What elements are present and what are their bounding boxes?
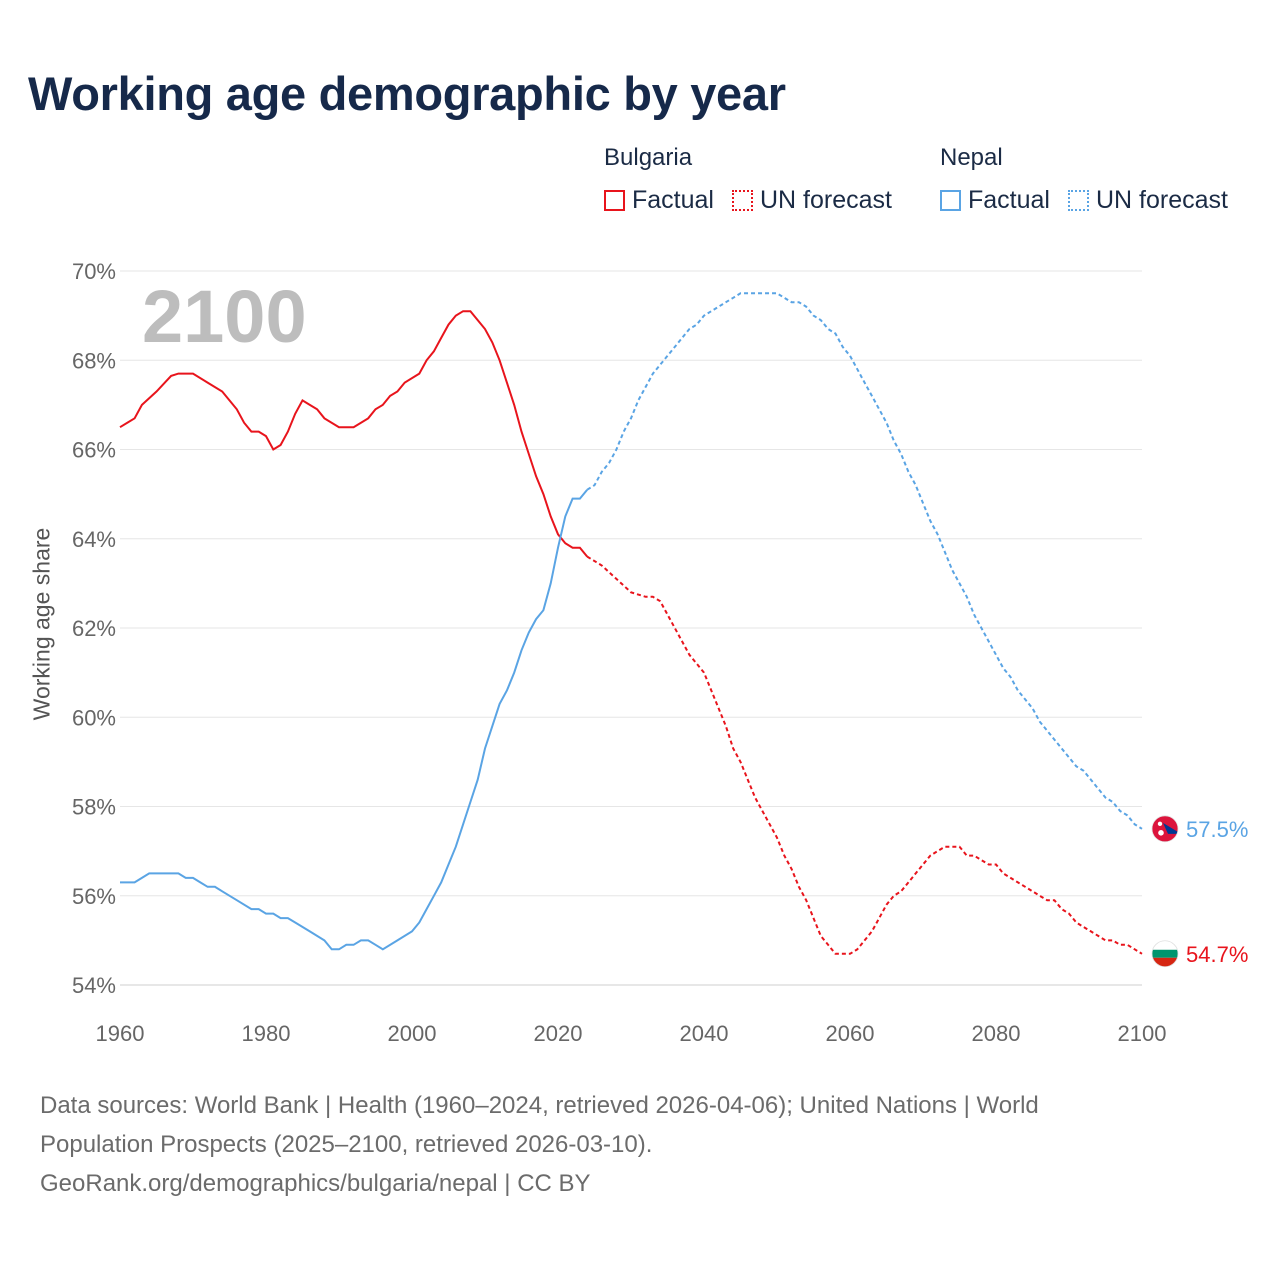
series-line-bulgaria-forecast — [586, 555, 1143, 955]
legend-swatch-dotted — [731, 190, 753, 211]
legend-item-label: Factual — [968, 186, 1050, 214]
footer-line: Data sources: World Bank | Health (1960–… — [40, 1092, 1039, 1119]
x-axis-ticks: 1960 1980 2000 2020 2040 2060 2080 2100 — [96, 1021, 1167, 1046]
flag-body — [1152, 815, 1178, 842]
y-tick-label: 54% — [72, 973, 116, 998]
footer-line: Population Prospects (2025–2100, retriev… — [40, 1131, 653, 1158]
x-tick-label: 2000 — [388, 1021, 437, 1046]
y-tick-label: 68% — [72, 348, 116, 373]
bulgaria-flag-icon — [1151, 940, 1179, 968]
series-line-nepal-factual — [120, 489, 588, 951]
flag-stripe — [1152, 940, 1178, 950]
legend-item-bulgaria-factual[interactable]: Factual — [604, 186, 714, 215]
year-watermark: 2100 — [142, 275, 307, 358]
y-tick-label: 60% — [72, 705, 116, 730]
series-lines — [119, 292, 1143, 955]
end-markers: 54.7% 57.5% — [1151, 815, 1248, 968]
x-tick-label: 2080 — [972, 1021, 1021, 1046]
end-value-label-bulgaria: 54.7% — [1186, 942, 1248, 967]
legend-item-bulgaria-forecast[interactable]: UN forecast — [731, 186, 892, 215]
flag-sun — [1158, 830, 1164, 836]
x-tick-label: 2060 — [826, 1021, 875, 1046]
footer-link[interactable]: GeoRank.org/demographics/bulgaria/nepal … — [40, 1170, 591, 1197]
series-line-nepal-forecast — [586, 292, 1143, 830]
legend-country-label: Bulgaria — [604, 144, 693, 171]
y-axis-ticks: 70% 68% 66% 64% 62% 60% 58% 56% 54% — [72, 259, 116, 998]
y-tick-label: 70% — [72, 259, 116, 284]
x-tick-label: 2100 — [1118, 1021, 1167, 1046]
y-tick-label: 66% — [72, 438, 116, 463]
grid-lines — [120, 270, 1142, 986]
flag-outline — [1151, 815, 1179, 843]
chart-title: Working age demographic by year — [28, 67, 786, 120]
x-tick-label: 2020 — [534, 1021, 583, 1046]
flag-pennant — [1163, 822, 1178, 834]
end-value-label-nepal: 57.5% — [1186, 817, 1248, 842]
y-tick-label: 58% — [72, 795, 116, 820]
legend-item-label: UN forecast — [759, 186, 892, 214]
series-line-bulgaria-factual — [119, 310, 588, 558]
legend-item-nepal-forecast[interactable]: UN forecast — [1067, 186, 1228, 215]
y-tick-label: 56% — [72, 884, 116, 909]
legend-item-label: Factual — [632, 186, 714, 214]
legend-item-label: UN forecast — [1095, 186, 1228, 214]
flag-stripe — [1152, 957, 1178, 967]
flag-moon — [1157, 821, 1163, 827]
x-tick-label: 2040 — [680, 1021, 729, 1046]
y-tick-label: 64% — [72, 527, 116, 552]
flag-body — [1152, 940, 1178, 967]
nepal-flag-icon — [1151, 815, 1179, 843]
x-tick-label: 1980 — [242, 1021, 291, 1046]
legend-swatch-solid — [940, 190, 961, 211]
flag-outline — [1151, 940, 1179, 968]
legend-country-label: Nepal — [940, 144, 1003, 171]
legend-group-nepal: Nepal Factual UN forecast — [940, 144, 1246, 215]
legend-swatch-dotted — [1067, 190, 1089, 211]
legend-group-bulgaria: Bulgaria Factual UN forecast — [604, 144, 910, 215]
legend-item-nepal-factual[interactable]: Factual — [940, 186, 1050, 215]
line-chart: 2100 70% 68% 66% 64% 62% 60% 58% 56% 54% 1960 198… — [72, 259, 1248, 1046]
footer-source: Data sources: World Bank | Health (1960–… — [40, 1086, 1200, 1203]
legend-swatch-solid — [604, 190, 625, 211]
flag-stripe — [1152, 949, 1178, 958]
y-tick-label: 62% — [72, 616, 116, 641]
x-tick-label: 1960 — [96, 1021, 145, 1046]
